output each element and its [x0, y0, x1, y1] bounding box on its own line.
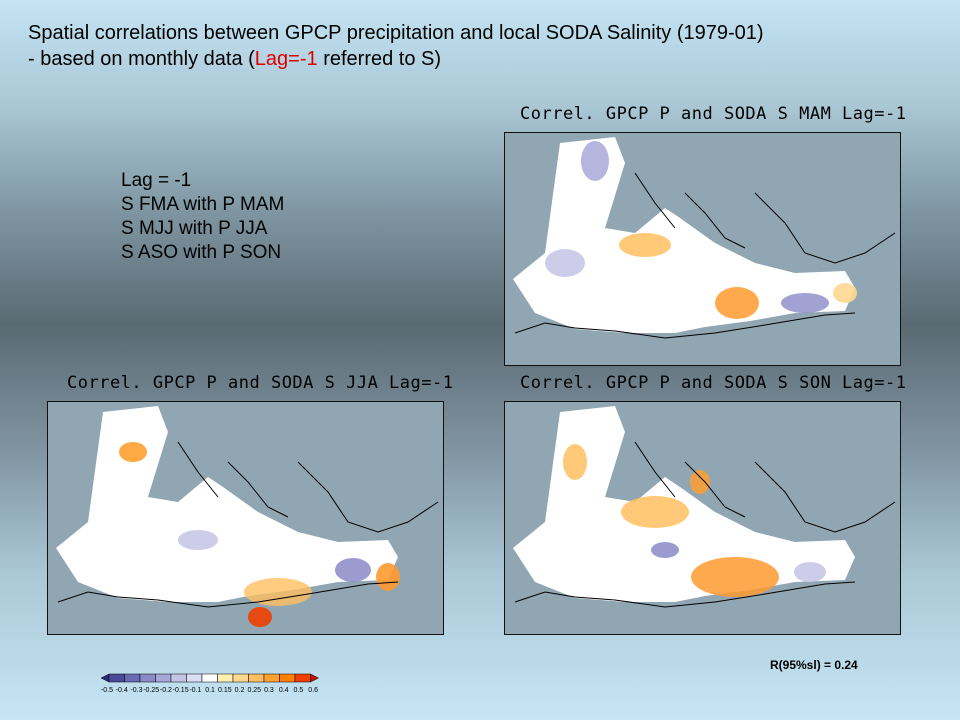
colorbar-label: -0.5	[101, 687, 113, 694]
lag-line: S FMA with P MAM	[121, 194, 285, 215]
anomaly-orange	[119, 442, 147, 462]
anomaly-orange	[833, 283, 857, 303]
colorbar: -0.5 -0.4 -0.3 -0.25 -0.2 -0.15 -0.1 0.1 0.15 0.2…	[93, 672, 363, 701]
lag-line: S MJJ with P JJA	[121, 218, 268, 239]
anomaly-orange	[715, 287, 759, 319]
colorbar-label: -0.2	[160, 687, 172, 694]
anomaly-blue	[781, 293, 829, 313]
colorbar-swatch	[279, 673, 296, 683]
map-title-mam: Correl. GPCP P and SODA S MAM Lag=-1	[520, 104, 907, 124]
colorbar-swatch	[248, 673, 265, 683]
map-jja	[47, 401, 444, 635]
sea-field	[513, 137, 855, 333]
title-line-2-start: - based on monthly data (	[28, 48, 255, 70]
significance-note: R(95%sl) = 0.24	[770, 658, 858, 672]
slide-title: Spatial correlations between GPCP precip…	[28, 20, 948, 72]
colorbar-swatch	[155, 673, 172, 683]
anomaly-orange	[621, 496, 689, 528]
title-line-2-end: referred to S)	[317, 48, 442, 70]
anomaly-orange	[563, 444, 587, 480]
colorbar-swatch	[232, 673, 249, 683]
coastline	[514, 172, 896, 339]
anomaly-blue	[178, 530, 218, 550]
anomaly-orange	[691, 557, 779, 597]
title-line-2: - based on monthly data (Lag=-1 referred…	[28, 46, 948, 72]
map-mam	[504, 132, 901, 366]
colorbar-label: -0.1	[189, 687, 201, 694]
colorbar-label: 0.5	[294, 687, 304, 694]
colorbar-end-low	[100, 673, 110, 683]
colorbar-swatch	[139, 673, 156, 683]
anomaly-blue	[335, 558, 371, 582]
colorbar-label: 0.6	[308, 687, 318, 694]
colorbar-swatch	[124, 673, 141, 683]
anomaly-blue	[651, 542, 679, 558]
colorbar-swatch	[263, 673, 280, 683]
colorbar-label: 0.2	[235, 687, 245, 694]
colorbar-label: 0.25	[247, 687, 261, 694]
anomaly-orange	[248, 607, 272, 627]
map-title-son: Correl. GPCP P and SODA S SON Lag=-1	[520, 373, 907, 393]
lag-description: Lag = -1 S FMA with P MAM S MJJ with P J…	[121, 169, 284, 265]
lag-line: S ASO with P SON	[121, 242, 282, 263]
map-son	[504, 401, 901, 635]
coastline	[514, 441, 896, 608]
anomaly-orange	[690, 470, 710, 494]
colorbar-swatch	[201, 673, 218, 683]
title-lag-highlight: Lag=-1	[254, 48, 318, 70]
colorbar-end-high	[310, 673, 320, 683]
colorbar-label: 0.4	[279, 687, 289, 694]
colorbar-swatch	[186, 673, 203, 683]
colorbar-swatch	[294, 673, 311, 683]
anomaly-orange	[619, 233, 671, 257]
colorbar-swatch	[108, 673, 125, 683]
colorbar-label: 0.3	[264, 687, 274, 694]
colorbar-label: 0.15	[218, 687, 232, 694]
colorbar-label: -0.25	[143, 687, 159, 694]
colorbar-label: 0.1	[205, 687, 215, 694]
colorbar-label: -0.4	[116, 687, 128, 694]
anomaly-blue	[545, 249, 585, 277]
title-line-1: Spatial correlations between GPCP precip…	[28, 22, 764, 44]
anomaly-blue	[581, 141, 609, 181]
anomaly-orange	[376, 563, 400, 591]
colorbar-graphic: -0.5 -0.4 -0.3 -0.25 -0.2 -0.15 -0.1 0.1 0.15 0.2…	[100, 673, 320, 694]
colorbar-label: -0.3	[130, 687, 142, 694]
map-title-jja: Correl. GPCP P and SODA S JJA Lag=-1	[67, 373, 454, 393]
coastline	[57, 441, 439, 608]
colorbar-label: -0.15	[173, 687, 189, 694]
anomaly-orange	[244, 578, 312, 606]
colorbar-swatch	[217, 673, 234, 683]
anomaly-blue	[794, 562, 826, 582]
colorbar-swatch	[170, 673, 187, 683]
lag-line: Lag = -1	[121, 170, 192, 191]
